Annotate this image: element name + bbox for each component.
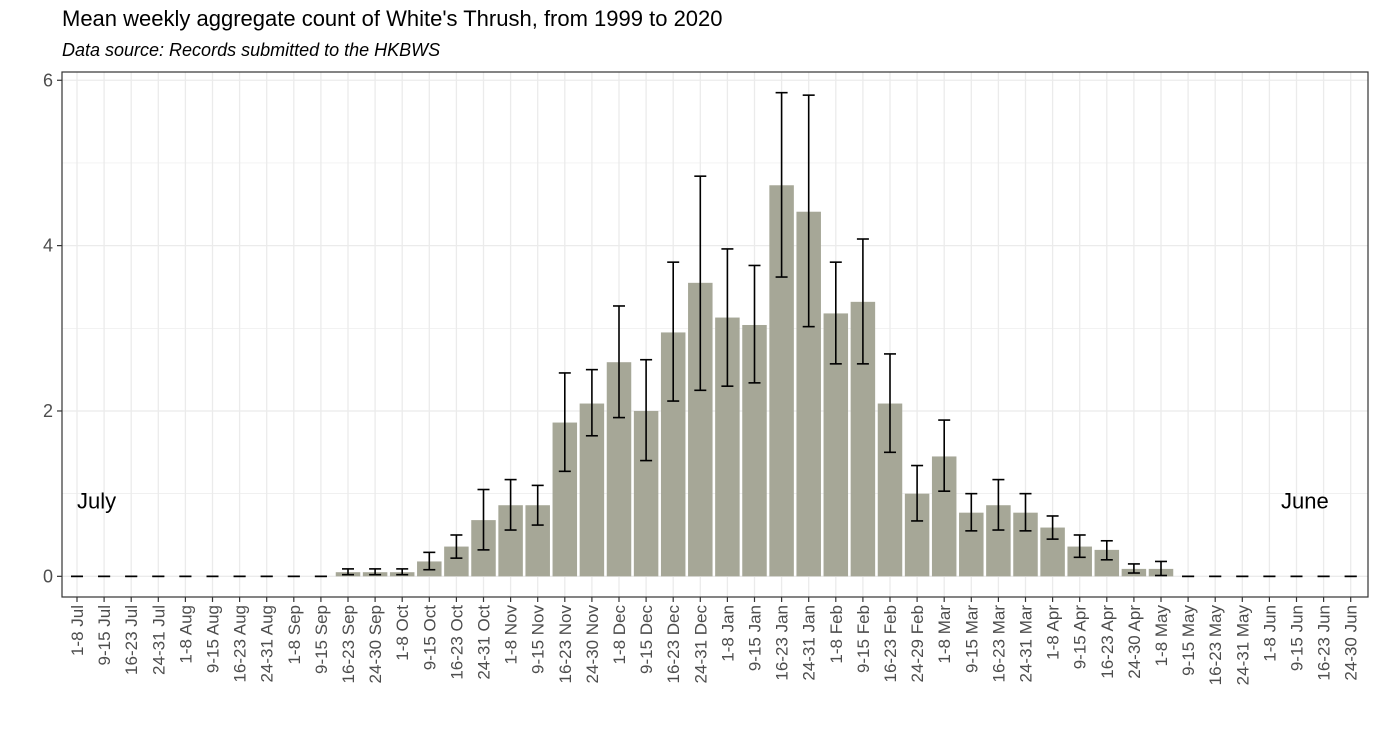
y-tick-label: 0 [43,566,53,586]
x-tick-label: 16-23 Feb [881,605,900,683]
x-tick-label: 9-15 Oct [420,605,439,670]
y-tick-label: 6 [43,70,53,90]
chart-title: Mean weekly aggregate count of White's T… [62,6,723,31]
x-tick-label: 9-15 Mar [962,605,981,673]
x-tick-label: 24-31 Oct [475,605,494,680]
x-tick-label: 24-31 Jul [149,605,168,675]
x-tick-label: 1-8 Jan [718,605,737,662]
x-tick-label: 9-15 May [1179,605,1198,676]
x-tick-label: 16-23 Aug [231,605,250,683]
x-tick-label: 16-23 Jun [1315,605,1334,681]
x-tick-label: 9-15 Sep [312,605,331,674]
x-tick-label: 16-23 Nov [556,605,575,684]
x-tick-label: 1-8 Nov [502,605,521,665]
x-tick-label: 1-8 May [1152,605,1171,667]
x-tick-label: 1-8 Feb [827,605,846,664]
chart-subtitle: Data source: Records submitted to the HK… [62,40,441,60]
error-bars [71,91,1357,578]
x-tick-label: 1-8 Apr [1044,605,1063,660]
x-tick-label: 9-15 Apr [1071,605,1090,670]
x-tick-label: 24-31 May [1233,605,1252,686]
annotations: July June [77,488,1329,513]
x-tick-label: 24-30 Nov [583,605,602,684]
x-tick-label: 16-23 Mar [989,605,1008,683]
x-tick-label: 1-8 Oct [393,605,412,661]
annotation-label: June [1281,488,1329,513]
y-axis: 0 2 4 6 [43,70,62,586]
x-tick-label: 16-23 Dec [664,605,683,684]
x-tick-label: 16-23 Oct [447,605,466,680]
x-tick-label: 1-8 Jul [68,605,87,656]
x-tick-label: 16-23 Jul [122,605,141,675]
x-tick-label: 9-15 Jan [746,605,765,671]
grid [62,72,1368,597]
x-tick-label: 1-8 Mar [935,605,954,664]
x-tick-label: 24-30 Sep [366,605,385,683]
x-tick-label: 16-23 Sep [339,605,358,683]
x-tick-label: 9-15 Dec [637,605,656,674]
x-tick-label: 24-30 Jun [1342,605,1361,681]
y-tick-label: 4 [43,236,53,256]
x-tick-label: 24-31 Aug [258,605,277,683]
x-tick-label: 9-15 Jul [95,605,114,665]
x-tick-label: 24-31 Mar [1017,605,1036,683]
x-axis: 1-8 Jul 9-15 Jul 16-23 Jul 24-31 Jul 1-8 Aug… [68,597,1361,685]
y-tick-label: 2 [43,401,53,421]
x-tick-label: 24-31 Jan [800,605,819,681]
x-tick-label: 16-23 Jan [773,605,792,681]
x-tick-label: 1-8 Jun [1260,605,1279,662]
panel-border [61,71,1369,598]
annotation-label: July [77,488,116,513]
x-tick-label: 9-15 Aug [204,605,223,673]
x-tick-label: 24-29 Feb [908,605,927,683]
x-tick-label: 24-31 Dec [691,605,710,684]
x-tick-label: 16-23 Apr [1098,605,1117,679]
x-tick-label: 1-8 Dec [610,605,629,665]
x-tick-label: 16-23 May [1206,605,1225,686]
x-tick-label: 9-15 Feb [854,605,873,673]
x-tick-label: 9-15 Nov [529,605,548,674]
x-tick-label: 1-8 Sep [285,605,304,665]
x-tick-label: 1-8 Aug [176,605,195,664]
x-tick-label: 24-30 Apr [1125,605,1144,679]
x-tick-label: 9-15 Jun [1288,605,1307,671]
